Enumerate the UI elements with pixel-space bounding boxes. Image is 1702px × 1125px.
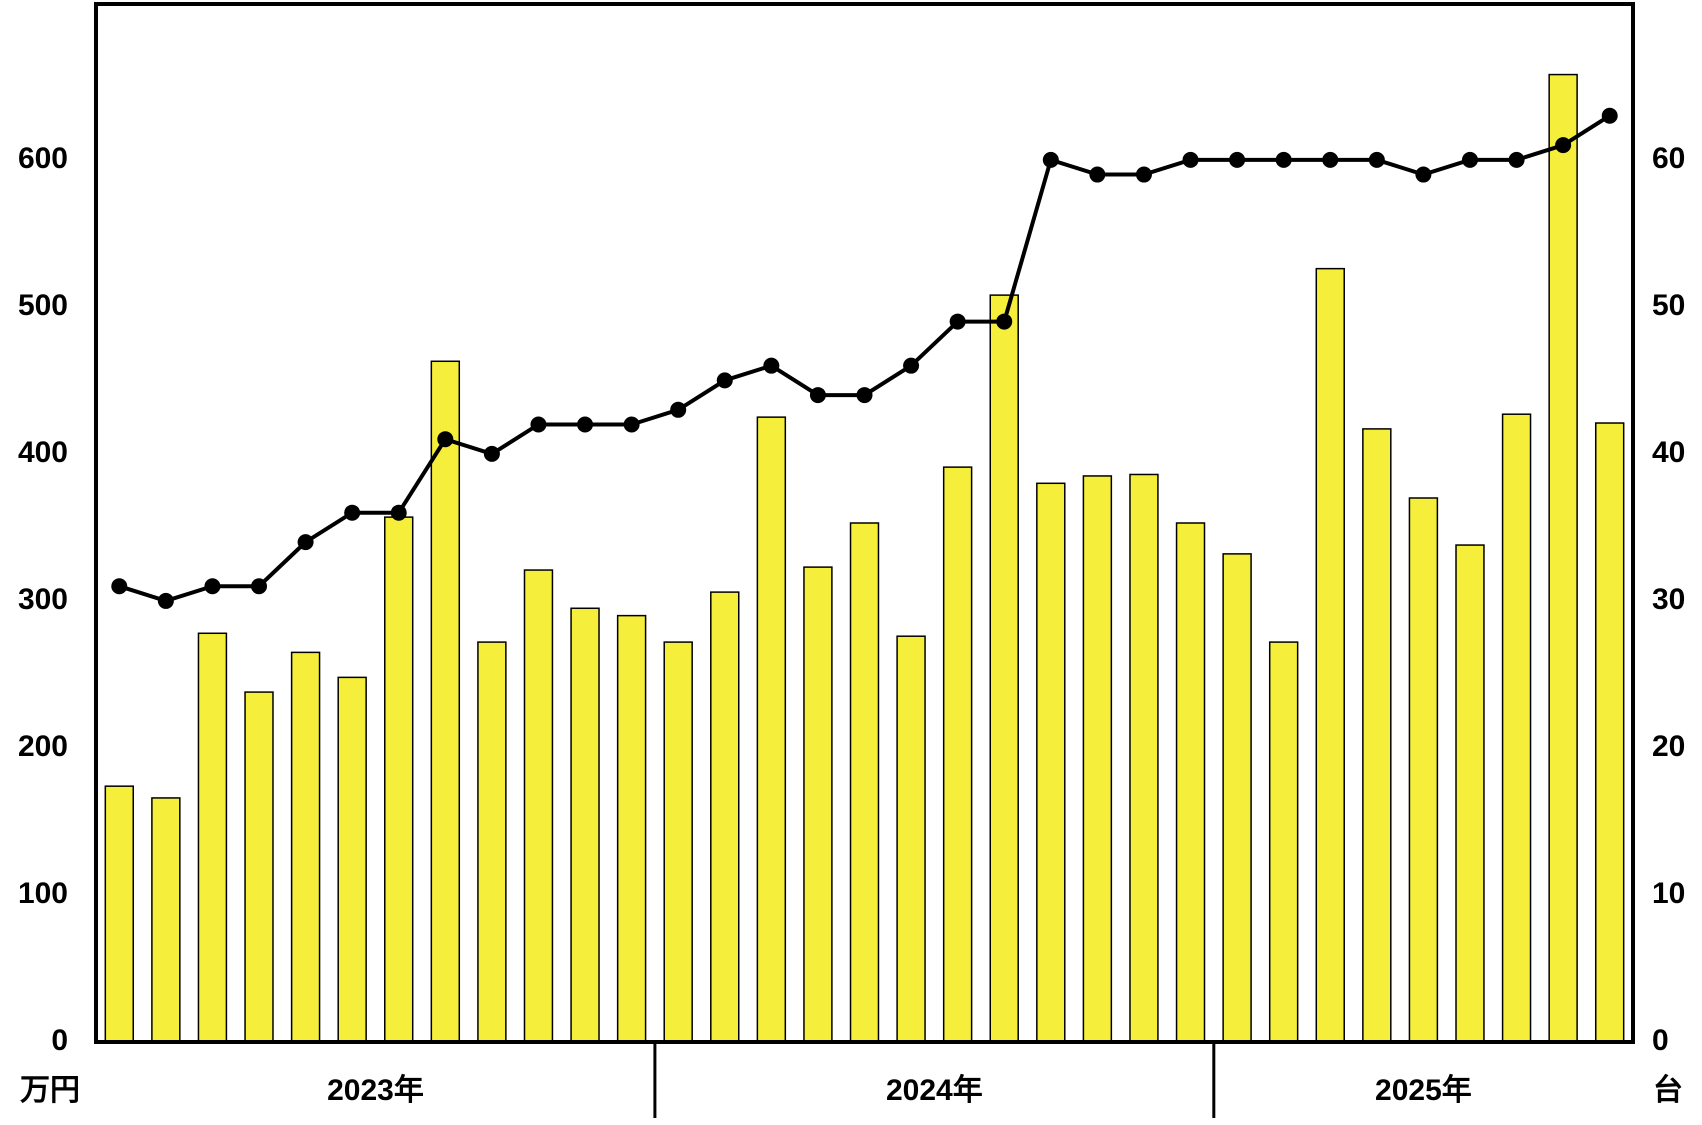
line-point bbox=[670, 401, 687, 418]
y2-tick-label: 40 bbox=[1652, 436, 1685, 469]
bar bbox=[756, 416, 787, 1043]
x-group-label: 2024年 bbox=[886, 1074, 983, 1107]
line-point bbox=[1601, 107, 1618, 124]
bar bbox=[1362, 428, 1392, 1043]
y-tick-label: 600 bbox=[18, 142, 68, 175]
line-point bbox=[297, 534, 314, 551]
bar bbox=[337, 676, 367, 1043]
bar bbox=[1501, 413, 1532, 1043]
bar bbox=[710, 591, 740, 1043]
line-point bbox=[111, 578, 128, 595]
bar bbox=[942, 466, 973, 1043]
bar bbox=[1082, 475, 1113, 1043]
y-tick-label: 400 bbox=[18, 436, 68, 469]
bar bbox=[430, 360, 461, 1043]
line-point bbox=[577, 416, 594, 433]
bar bbox=[1315, 267, 1345, 1043]
bar bbox=[1222, 553, 1252, 1043]
line-point bbox=[1368, 151, 1385, 168]
bar bbox=[151, 797, 181, 1043]
line-point bbox=[1042, 151, 1059, 168]
bar bbox=[477, 641, 507, 1043]
line-point bbox=[716, 372, 733, 389]
y2-tick-label: 20 bbox=[1652, 730, 1685, 763]
line-point bbox=[1322, 151, 1339, 168]
y2-tick-label: 10 bbox=[1652, 877, 1685, 910]
bar bbox=[1548, 73, 1578, 1043]
bar bbox=[1268, 641, 1299, 1043]
x-group-label: 2025年 bbox=[1375, 1074, 1472, 1107]
line-point bbox=[251, 578, 268, 595]
bar bbox=[616, 614, 647, 1043]
y2-tick-label: 60 bbox=[1652, 142, 1685, 175]
line-point bbox=[1135, 166, 1152, 183]
line-point bbox=[1275, 151, 1292, 168]
line-point bbox=[809, 387, 826, 404]
line-point bbox=[1555, 137, 1572, 154]
bar bbox=[104, 785, 135, 1043]
bar bbox=[290, 651, 321, 1043]
line-point bbox=[1229, 151, 1246, 168]
y2-axis-unit: 台 bbox=[1653, 1073, 1683, 1107]
x-group-label: 2023年 bbox=[327, 1074, 424, 1107]
y-tick-label: 100 bbox=[18, 877, 68, 910]
y2-tick-label: 0 bbox=[1652, 1024, 1669, 1057]
y2-tick-label: 50 bbox=[1652, 289, 1685, 322]
line-point bbox=[530, 416, 547, 433]
bar bbox=[1455, 544, 1485, 1043]
bar bbox=[1175, 522, 1206, 1043]
bar bbox=[1036, 482, 1066, 1043]
bar bbox=[663, 641, 693, 1043]
plot-frame bbox=[94, 2, 1635, 1044]
line-point bbox=[157, 592, 174, 609]
line-point bbox=[996, 313, 1013, 330]
bar bbox=[849, 522, 880, 1043]
bar bbox=[803, 566, 833, 1043]
line-point bbox=[763, 357, 780, 374]
bar bbox=[197, 632, 228, 1043]
y-tick-label: 300 bbox=[18, 583, 68, 616]
bar bbox=[1408, 497, 1439, 1043]
line-point bbox=[204, 578, 221, 595]
bar bbox=[989, 294, 1019, 1043]
bar bbox=[570, 607, 600, 1043]
line-point bbox=[949, 313, 966, 330]
y-tick-label: 200 bbox=[18, 730, 68, 763]
line-point bbox=[1461, 151, 1478, 168]
line-point bbox=[1508, 151, 1525, 168]
y-tick-label: 0 bbox=[51, 1024, 68, 1057]
line-point bbox=[390, 504, 407, 521]
y2-tick-label: 30 bbox=[1652, 583, 1685, 616]
line-point bbox=[903, 357, 920, 374]
bar bbox=[244, 691, 274, 1043]
line-point bbox=[1182, 151, 1199, 168]
line-point bbox=[856, 387, 873, 404]
bar bbox=[384, 516, 414, 1043]
bar bbox=[1594, 422, 1625, 1043]
bar bbox=[1129, 473, 1159, 1043]
line-point bbox=[437, 431, 454, 448]
bar bbox=[896, 635, 926, 1043]
line-point bbox=[483, 445, 500, 462]
y-axis-unit: 万円 bbox=[20, 1074, 80, 1107]
line-point bbox=[1089, 166, 1106, 183]
line-point bbox=[623, 416, 640, 433]
line-point bbox=[1415, 166, 1432, 183]
y-tick-label: 500 bbox=[18, 289, 68, 322]
bar bbox=[523, 569, 554, 1043]
line-point bbox=[344, 504, 361, 521]
